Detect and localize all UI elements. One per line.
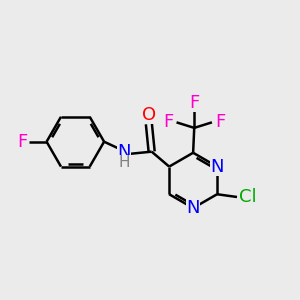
Text: F: F [189, 94, 200, 112]
Text: F: F [215, 113, 225, 131]
Text: F: F [17, 133, 27, 151]
Text: F: F [163, 113, 173, 131]
Text: H: H [118, 155, 130, 170]
Text: Cl: Cl [239, 188, 257, 206]
Text: N: N [117, 143, 131, 161]
Text: N: N [186, 199, 200, 217]
Text: N: N [210, 158, 224, 175]
Text: O: O [142, 106, 156, 124]
